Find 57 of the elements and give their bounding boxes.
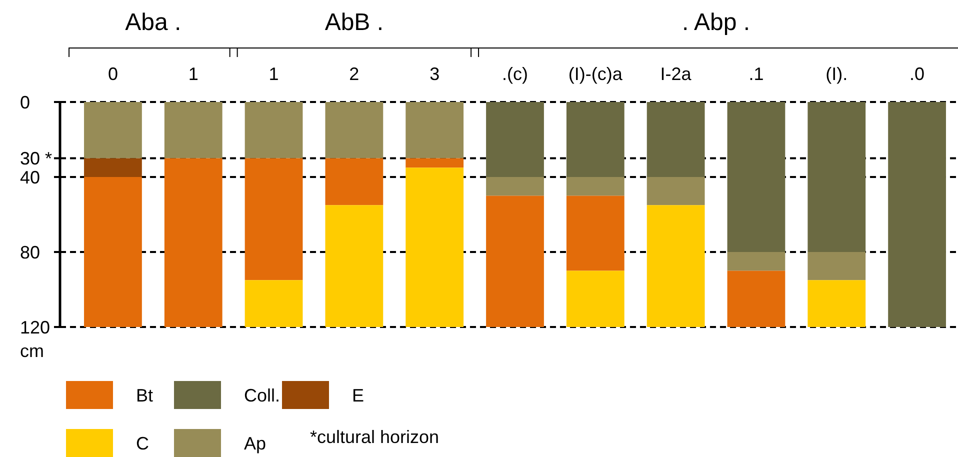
- text: AbB .: [324, 9, 384, 36]
- y-tick-label: 120: [20, 317, 50, 338]
- bar: [325, 205, 384, 327]
- x-tick-label: (I)-(c)a: [568, 64, 624, 84]
- bar: [486, 177, 544, 196]
- text: *cultural horizon: [310, 427, 440, 447]
- bar: [566, 270, 624, 327]
- bar: [566, 177, 624, 196]
- bar: [808, 102, 866, 252]
- bar: [244, 280, 303, 327]
- x-tick-label: 1: [268, 64, 279, 84]
- x-tick-label: .(c): [502, 64, 528, 84]
- bar: [566, 196, 624, 271]
- x-tick-label: (I).: [826, 64, 848, 84]
- text: Aba .: [125, 9, 182, 36]
- bar: [244, 158, 303, 280]
- bar: [727, 270, 786, 327]
- legend-label: Bt: [136, 385, 154, 406]
- bar: [566, 102, 624, 177]
- bar: [164, 158, 222, 327]
- bar: [406, 168, 464, 327]
- bar: [646, 102, 705, 177]
- legend-label: C: [136, 433, 149, 454]
- x-tick-label: .1: [748, 64, 764, 84]
- bar: [486, 196, 544, 327]
- y-tick-label: 80: [20, 242, 40, 262]
- y-axis-title: cm: [20, 341, 44, 361]
- y-tick-label: 40: [20, 167, 40, 188]
- bar: [84, 177, 142, 327]
- x-tick-label: .0: [910, 64, 925, 84]
- bar: [244, 102, 303, 158]
- bar: [84, 158, 142, 177]
- legend-label: Coll.: [244, 385, 280, 406]
- x-tick-label: I-2a: [660, 64, 692, 84]
- x-tick-label: 0: [108, 64, 118, 84]
- legend-label: E: [352, 385, 364, 406]
- bar: [406, 102, 464, 158]
- bar: [325, 158, 384, 206]
- bar: [646, 177, 705, 206]
- x-tick-label: 3: [430, 64, 440, 84]
- bar: [325, 102, 384, 158]
- bar: [888, 102, 946, 327]
- text: . Abp .: [682, 9, 750, 36]
- y-tick-label: 0: [20, 92, 30, 112]
- x-tick-label: 2: [349, 64, 360, 84]
- y-tick-label: 30 *: [20, 148, 52, 169]
- x-tick-label: 1: [188, 64, 198, 84]
- bar: [84, 102, 142, 158]
- bar: [808, 252, 866, 280]
- bar: [164, 102, 222, 158]
- bar: [727, 102, 786, 252]
- bar: [406, 158, 464, 168]
- legend-label: Ap: [244, 433, 266, 454]
- bar: [486, 102, 544, 177]
- bar: [646, 205, 705, 327]
- bar: [727, 252, 786, 271]
- bar: [808, 280, 866, 327]
